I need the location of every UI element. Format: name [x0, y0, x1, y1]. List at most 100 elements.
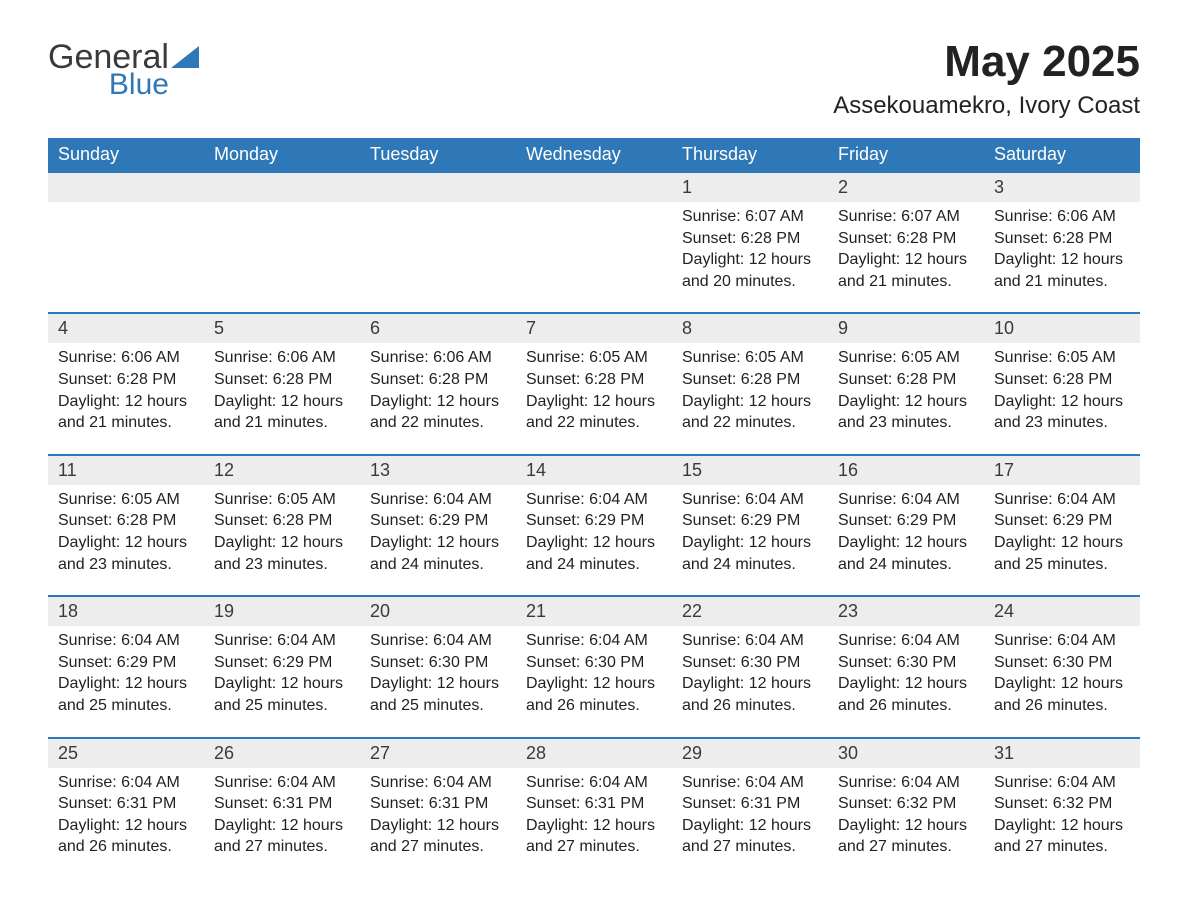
calendar-cell: 23Sunrise: 6:04 AMSunset: 6:30 PMDayligh…: [828, 595, 984, 736]
empty-day: [516, 171, 672, 222]
calendar-cell: 1Sunrise: 6:07 AMSunset: 6:28 PMDaylight…: [672, 171, 828, 312]
calendar-cell: 22Sunrise: 6:04 AMSunset: 6:30 PMDayligh…: [672, 595, 828, 736]
day-number: 10: [984, 314, 1140, 343]
day-block: 5Sunrise: 6:06 AMSunset: 6:28 PMDaylight…: [204, 312, 360, 453]
column-header: Saturday: [984, 138, 1140, 171]
calendar-cell: [516, 171, 672, 312]
day-block: 30Sunrise: 6:04 AMSunset: 6:32 PMDayligh…: [828, 737, 984, 878]
day-details: Sunrise: 6:04 AMSunset: 6:30 PMDaylight:…: [984, 626, 1140, 716]
day-details: Sunrise: 6:04 AMSunset: 6:29 PMDaylight:…: [828, 485, 984, 575]
day-block: 29Sunrise: 6:04 AMSunset: 6:31 PMDayligh…: [672, 737, 828, 878]
day-block: 6Sunrise: 6:06 AMSunset: 6:28 PMDaylight…: [360, 312, 516, 453]
calendar-cell: 5Sunrise: 6:06 AMSunset: 6:28 PMDaylight…: [204, 312, 360, 453]
day-details: Sunrise: 6:04 AMSunset: 6:29 PMDaylight:…: [48, 626, 204, 716]
empty-day-bar: [48, 173, 204, 202]
day-details: Sunrise: 6:05 AMSunset: 6:28 PMDaylight:…: [204, 485, 360, 575]
calendar-cell: [360, 171, 516, 312]
calendar-cell: 4Sunrise: 6:06 AMSunset: 6:28 PMDaylight…: [48, 312, 204, 453]
day-block: 18Sunrise: 6:04 AMSunset: 6:29 PMDayligh…: [48, 595, 204, 736]
logo-text: General Blue: [48, 40, 169, 100]
day-details: Sunrise: 6:05 AMSunset: 6:28 PMDaylight:…: [672, 343, 828, 433]
day-details: Sunrise: 6:04 AMSunset: 6:30 PMDaylight:…: [672, 626, 828, 716]
calendar-cell: [204, 171, 360, 312]
day-number: 31: [984, 739, 1140, 768]
calendar-cell: 14Sunrise: 6:04 AMSunset: 6:29 PMDayligh…: [516, 454, 672, 595]
empty-day: [204, 171, 360, 222]
column-header: Tuesday: [360, 138, 516, 171]
location: Assekouamekro, Ivory Coast: [833, 92, 1140, 120]
calendar-cell: 26Sunrise: 6:04 AMSunset: 6:31 PMDayligh…: [204, 737, 360, 878]
day-block: 1Sunrise: 6:07 AMSunset: 6:28 PMDaylight…: [672, 171, 828, 312]
day-details: Sunrise: 6:04 AMSunset: 6:31 PMDaylight:…: [204, 768, 360, 858]
empty-day: [48, 171, 204, 222]
day-details: Sunrise: 6:04 AMSunset: 6:31 PMDaylight:…: [48, 768, 204, 858]
day-block: 21Sunrise: 6:04 AMSunset: 6:30 PMDayligh…: [516, 595, 672, 736]
day-number: 6: [360, 314, 516, 343]
day-details: Sunrise: 6:04 AMSunset: 6:32 PMDaylight:…: [984, 768, 1140, 858]
day-number: 2: [828, 173, 984, 202]
empty-day: [360, 171, 516, 222]
day-details: Sunrise: 6:04 AMSunset: 6:32 PMDaylight:…: [828, 768, 984, 858]
day-details: Sunrise: 6:05 AMSunset: 6:28 PMDaylight:…: [828, 343, 984, 433]
day-block: 16Sunrise: 6:04 AMSunset: 6:29 PMDayligh…: [828, 454, 984, 595]
calendar-cell: 27Sunrise: 6:04 AMSunset: 6:31 PMDayligh…: [360, 737, 516, 878]
day-block: 12Sunrise: 6:05 AMSunset: 6:28 PMDayligh…: [204, 454, 360, 595]
day-block: 10Sunrise: 6:05 AMSunset: 6:28 PMDayligh…: [984, 312, 1140, 453]
day-details: Sunrise: 6:06 AMSunset: 6:28 PMDaylight:…: [360, 343, 516, 433]
day-block: 23Sunrise: 6:04 AMSunset: 6:30 PMDayligh…: [828, 595, 984, 736]
calendar-cell: 25Sunrise: 6:04 AMSunset: 6:31 PMDayligh…: [48, 737, 204, 878]
day-number: 24: [984, 597, 1140, 626]
day-block: 8Sunrise: 6:05 AMSunset: 6:28 PMDaylight…: [672, 312, 828, 453]
day-number: 1: [672, 173, 828, 202]
calendar-cell: 17Sunrise: 6:04 AMSunset: 6:29 PMDayligh…: [984, 454, 1140, 595]
day-block: 11Sunrise: 6:05 AMSunset: 6:28 PMDayligh…: [48, 454, 204, 595]
day-number: 15: [672, 456, 828, 485]
calendar-cell: 29Sunrise: 6:04 AMSunset: 6:31 PMDayligh…: [672, 737, 828, 878]
calendar-week: 18Sunrise: 6:04 AMSunset: 6:29 PMDayligh…: [48, 595, 1140, 736]
day-block: 20Sunrise: 6:04 AMSunset: 6:30 PMDayligh…: [360, 595, 516, 736]
day-number: 7: [516, 314, 672, 343]
day-number: 28: [516, 739, 672, 768]
day-block: 31Sunrise: 6:04 AMSunset: 6:32 PMDayligh…: [984, 737, 1140, 878]
day-details: Sunrise: 6:04 AMSunset: 6:31 PMDaylight:…: [360, 768, 516, 858]
calendar-cell: 16Sunrise: 6:04 AMSunset: 6:29 PMDayligh…: [828, 454, 984, 595]
day-number: 8: [672, 314, 828, 343]
day-block: 14Sunrise: 6:04 AMSunset: 6:29 PMDayligh…: [516, 454, 672, 595]
calendar-cell: [48, 171, 204, 312]
day-number: 11: [48, 456, 204, 485]
column-header: Sunday: [48, 138, 204, 171]
day-details: Sunrise: 6:04 AMSunset: 6:29 PMDaylight:…: [204, 626, 360, 716]
day-block: 27Sunrise: 6:04 AMSunset: 6:31 PMDayligh…: [360, 737, 516, 878]
calendar-cell: 28Sunrise: 6:04 AMSunset: 6:31 PMDayligh…: [516, 737, 672, 878]
day-number: 27: [360, 739, 516, 768]
day-number: 14: [516, 456, 672, 485]
day-number: 26: [204, 739, 360, 768]
calendar-header-row: SundayMondayTuesdayWednesdayThursdayFrid…: [48, 138, 1140, 171]
calendar-cell: 7Sunrise: 6:05 AMSunset: 6:28 PMDaylight…: [516, 312, 672, 453]
day-number: 9: [828, 314, 984, 343]
day-details: Sunrise: 6:05 AMSunset: 6:28 PMDaylight:…: [48, 485, 204, 575]
day-block: 3Sunrise: 6:06 AMSunset: 6:28 PMDaylight…: [984, 171, 1140, 312]
day-details: Sunrise: 6:05 AMSunset: 6:28 PMDaylight:…: [984, 343, 1140, 433]
day-details: Sunrise: 6:04 AMSunset: 6:29 PMDaylight:…: [360, 485, 516, 575]
day-number: 17: [984, 456, 1140, 485]
empty-day-bar: [204, 173, 360, 202]
day-block: 19Sunrise: 6:04 AMSunset: 6:29 PMDayligh…: [204, 595, 360, 736]
calendar-week: 4Sunrise: 6:06 AMSunset: 6:28 PMDaylight…: [48, 312, 1140, 453]
day-block: 22Sunrise: 6:04 AMSunset: 6:30 PMDayligh…: [672, 595, 828, 736]
day-details: Sunrise: 6:04 AMSunset: 6:29 PMDaylight:…: [984, 485, 1140, 575]
day-block: 4Sunrise: 6:06 AMSunset: 6:28 PMDaylight…: [48, 312, 204, 453]
day-number: 19: [204, 597, 360, 626]
day-number: 22: [672, 597, 828, 626]
day-details: Sunrise: 6:07 AMSunset: 6:28 PMDaylight:…: [828, 202, 984, 292]
calendar-cell: 12Sunrise: 6:05 AMSunset: 6:28 PMDayligh…: [204, 454, 360, 595]
empty-day-bar: [360, 173, 516, 202]
day-block: 25Sunrise: 6:04 AMSunset: 6:31 PMDayligh…: [48, 737, 204, 878]
day-details: Sunrise: 6:04 AMSunset: 6:30 PMDaylight:…: [360, 626, 516, 716]
day-details: Sunrise: 6:06 AMSunset: 6:28 PMDaylight:…: [204, 343, 360, 433]
day-number: 23: [828, 597, 984, 626]
day-number: 18: [48, 597, 204, 626]
month-title: May 2025: [833, 40, 1140, 84]
day-block: 9Sunrise: 6:05 AMSunset: 6:28 PMDaylight…: [828, 312, 984, 453]
day-details: Sunrise: 6:07 AMSunset: 6:28 PMDaylight:…: [672, 202, 828, 292]
